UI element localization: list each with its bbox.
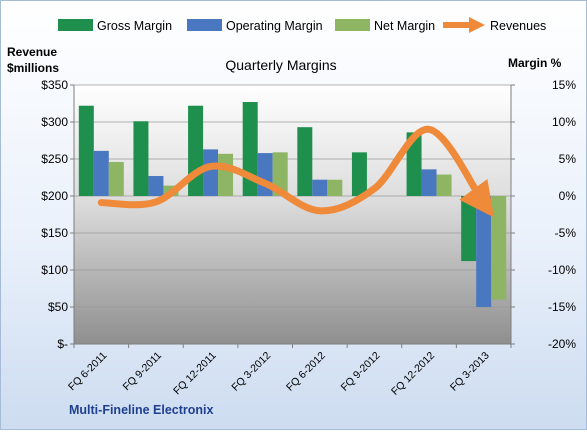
- left-tick-label: $-: [57, 337, 68, 351]
- x-tick-label: FQ 3-2012: [229, 350, 273, 394]
- legend-arrowhead-revenues: [469, 17, 485, 33]
- net-margin-bar: [327, 180, 342, 196]
- x-tick-label: FQ 9-2012: [339, 350, 383, 394]
- operating-margin-bar: [476, 196, 491, 307]
- x-tick-label: FQ 6-2011: [66, 350, 110, 394]
- right-tick-label: -10%: [548, 263, 576, 277]
- legend-swatch-operating-margin: [187, 19, 222, 31]
- left-tick-label: $50: [48, 300, 68, 314]
- x-tick-label: FQ 9-2011: [121, 350, 165, 394]
- x-tick-label: FQ 12-2012: [389, 350, 437, 398]
- x-tick-label: FQ 6-2012: [284, 350, 328, 394]
- right-tick-label: 5%: [559, 152, 577, 166]
- left-axis-title-line1: Revenue: [7, 45, 57, 59]
- operating-margin-bar: [422, 169, 437, 196]
- gross-margin-bar: [133, 121, 148, 196]
- gross-margin-bar: [188, 106, 203, 196]
- left-axis-title-line2: $millions: [7, 61, 59, 75]
- operating-margin-bar: [148, 176, 163, 196]
- gross-margin-bar: [352, 152, 367, 196]
- right-tick-label: -5%: [555, 226, 577, 240]
- legend-label-operating-margin: Operating Margin: [226, 19, 323, 33]
- left-tick-label: $250: [41, 152, 68, 166]
- operating-margin-bar: [312, 180, 327, 196]
- right-tick-label: 10%: [552, 115, 576, 129]
- left-tick-label: $200: [41, 189, 68, 203]
- gross-margin-bar: [461, 196, 476, 261]
- right-axis-ticks: -20% -15% -10% -5% 0% 5% 10% 15%: [511, 78, 576, 351]
- right-tick-label: 0%: [559, 189, 577, 203]
- x-tick-label: FQ 12-2011: [171, 350, 219, 398]
- right-tick-label: -15%: [548, 300, 576, 314]
- left-tick-label: $100: [41, 263, 68, 277]
- chart-title: Quarterly Margins: [225, 57, 336, 73]
- legend-swatch-gross-margin: [58, 19, 93, 31]
- left-tick-label: $350: [41, 78, 68, 92]
- right-tick-label: -20%: [548, 337, 576, 351]
- right-tick-label: 15%: [552, 78, 576, 92]
- gross-margin-bar: [79, 106, 94, 196]
- legend-swatch-net-margin: [335, 19, 370, 31]
- legend: Gross Margin Operating Margin Net Margin…: [58, 17, 546, 33]
- right-axis-title: Margin %: [508, 56, 562, 70]
- company-label: Multi-Fineline Electronix: [69, 403, 214, 417]
- legend-label-gross-margin: Gross Margin: [97, 19, 172, 33]
- operating-margin-bar: [94, 151, 109, 196]
- left-axis-ticks: $- $50 $100 $150 $200 $250 $300 $350: [41, 78, 74, 351]
- legend-label-net-margin: Net Margin: [374, 19, 435, 33]
- net-margin-bar: [437, 175, 452, 196]
- legend-label-revenues: Revenues: [490, 19, 546, 33]
- left-tick-label: $300: [41, 115, 68, 129]
- net-margin-bar: [218, 154, 233, 196]
- operating-margin-bar: [203, 149, 218, 196]
- x-tick-label: FQ 3-2013: [448, 350, 492, 394]
- left-tick-label: $150: [41, 226, 68, 240]
- net-margin-bar: [109, 162, 124, 196]
- gross-margin-bar: [297, 127, 312, 196]
- net-margin-bar: [491, 196, 506, 300]
